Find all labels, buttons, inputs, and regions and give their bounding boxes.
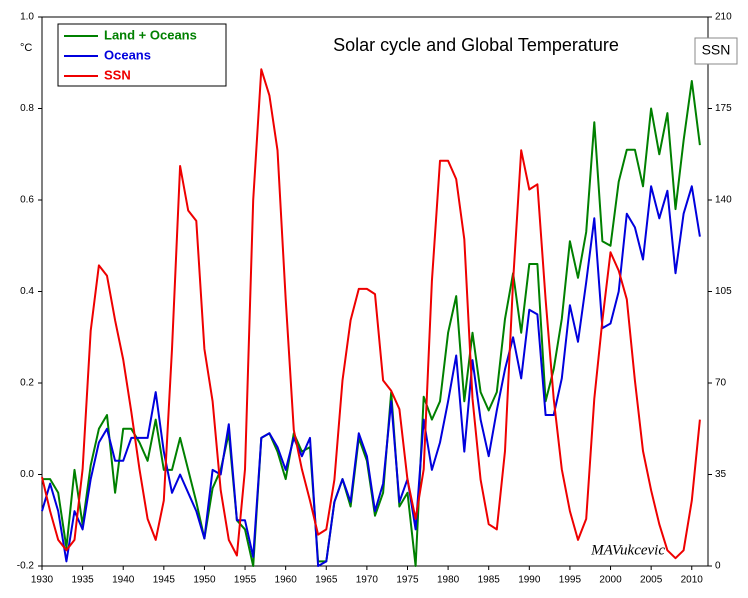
y-tick-label: 1.0 [20,12,34,23]
x-tick-label: 1930 [31,575,54,586]
x-tick-label: 1950 [193,575,216,586]
x-tick-label: 1985 [478,575,501,586]
series-line [41,185,701,567]
y2-tick-label: 175 [715,103,732,114]
y2-tick-label: 35 [715,469,727,480]
x-tick-label: 1945 [153,575,176,586]
y2-tick-label: 105 [715,286,732,297]
y2-tick-label: 210 [715,12,732,23]
y-tick-label: -0.2 [17,561,35,572]
y2-tick-label: 0 [715,561,721,572]
x-tick-label: 1965 [315,575,338,586]
x-tick-label: 1960 [275,575,298,586]
y-axis-label: °C [20,42,32,54]
y2-label-box [694,37,738,65]
legend-label: SSN [104,67,131,82]
x-tick-label: 1955 [234,575,257,586]
author-annotation: MAVukcevic [590,542,665,558]
x-tick-label: 2005 [640,575,663,586]
x-tick-label: 1990 [518,575,541,586]
y-tick-label: 0.4 [20,286,34,297]
series-line [41,68,701,560]
x-tick-label: 1980 [437,575,460,586]
y2-tick-label: 70 [715,378,727,389]
x-tick-label: 1940 [112,575,135,586]
x-tick-label: 1935 [71,575,94,586]
legend-label: Land + Oceans [104,27,197,42]
y-tick-label: 0.6 [20,195,34,206]
y2-tick-label: 140 [715,195,732,206]
x-tick-label: 2010 [681,575,704,586]
y-tick-label: 0.2 [20,378,34,389]
y-tick-label: 0.0 [20,469,34,480]
y2-axis-label: SSN [702,42,731,58]
x-tick-label: 1975 [396,575,419,586]
chart-title: Solar cycle and Global Temperature [333,35,619,55]
y-tick-label: 0.8 [20,103,34,114]
legend-label: Oceans [104,47,151,62]
x-tick-label: 1995 [559,575,582,586]
x-tick-label: 2000 [599,575,622,586]
x-tick-label: 1970 [356,575,379,586]
